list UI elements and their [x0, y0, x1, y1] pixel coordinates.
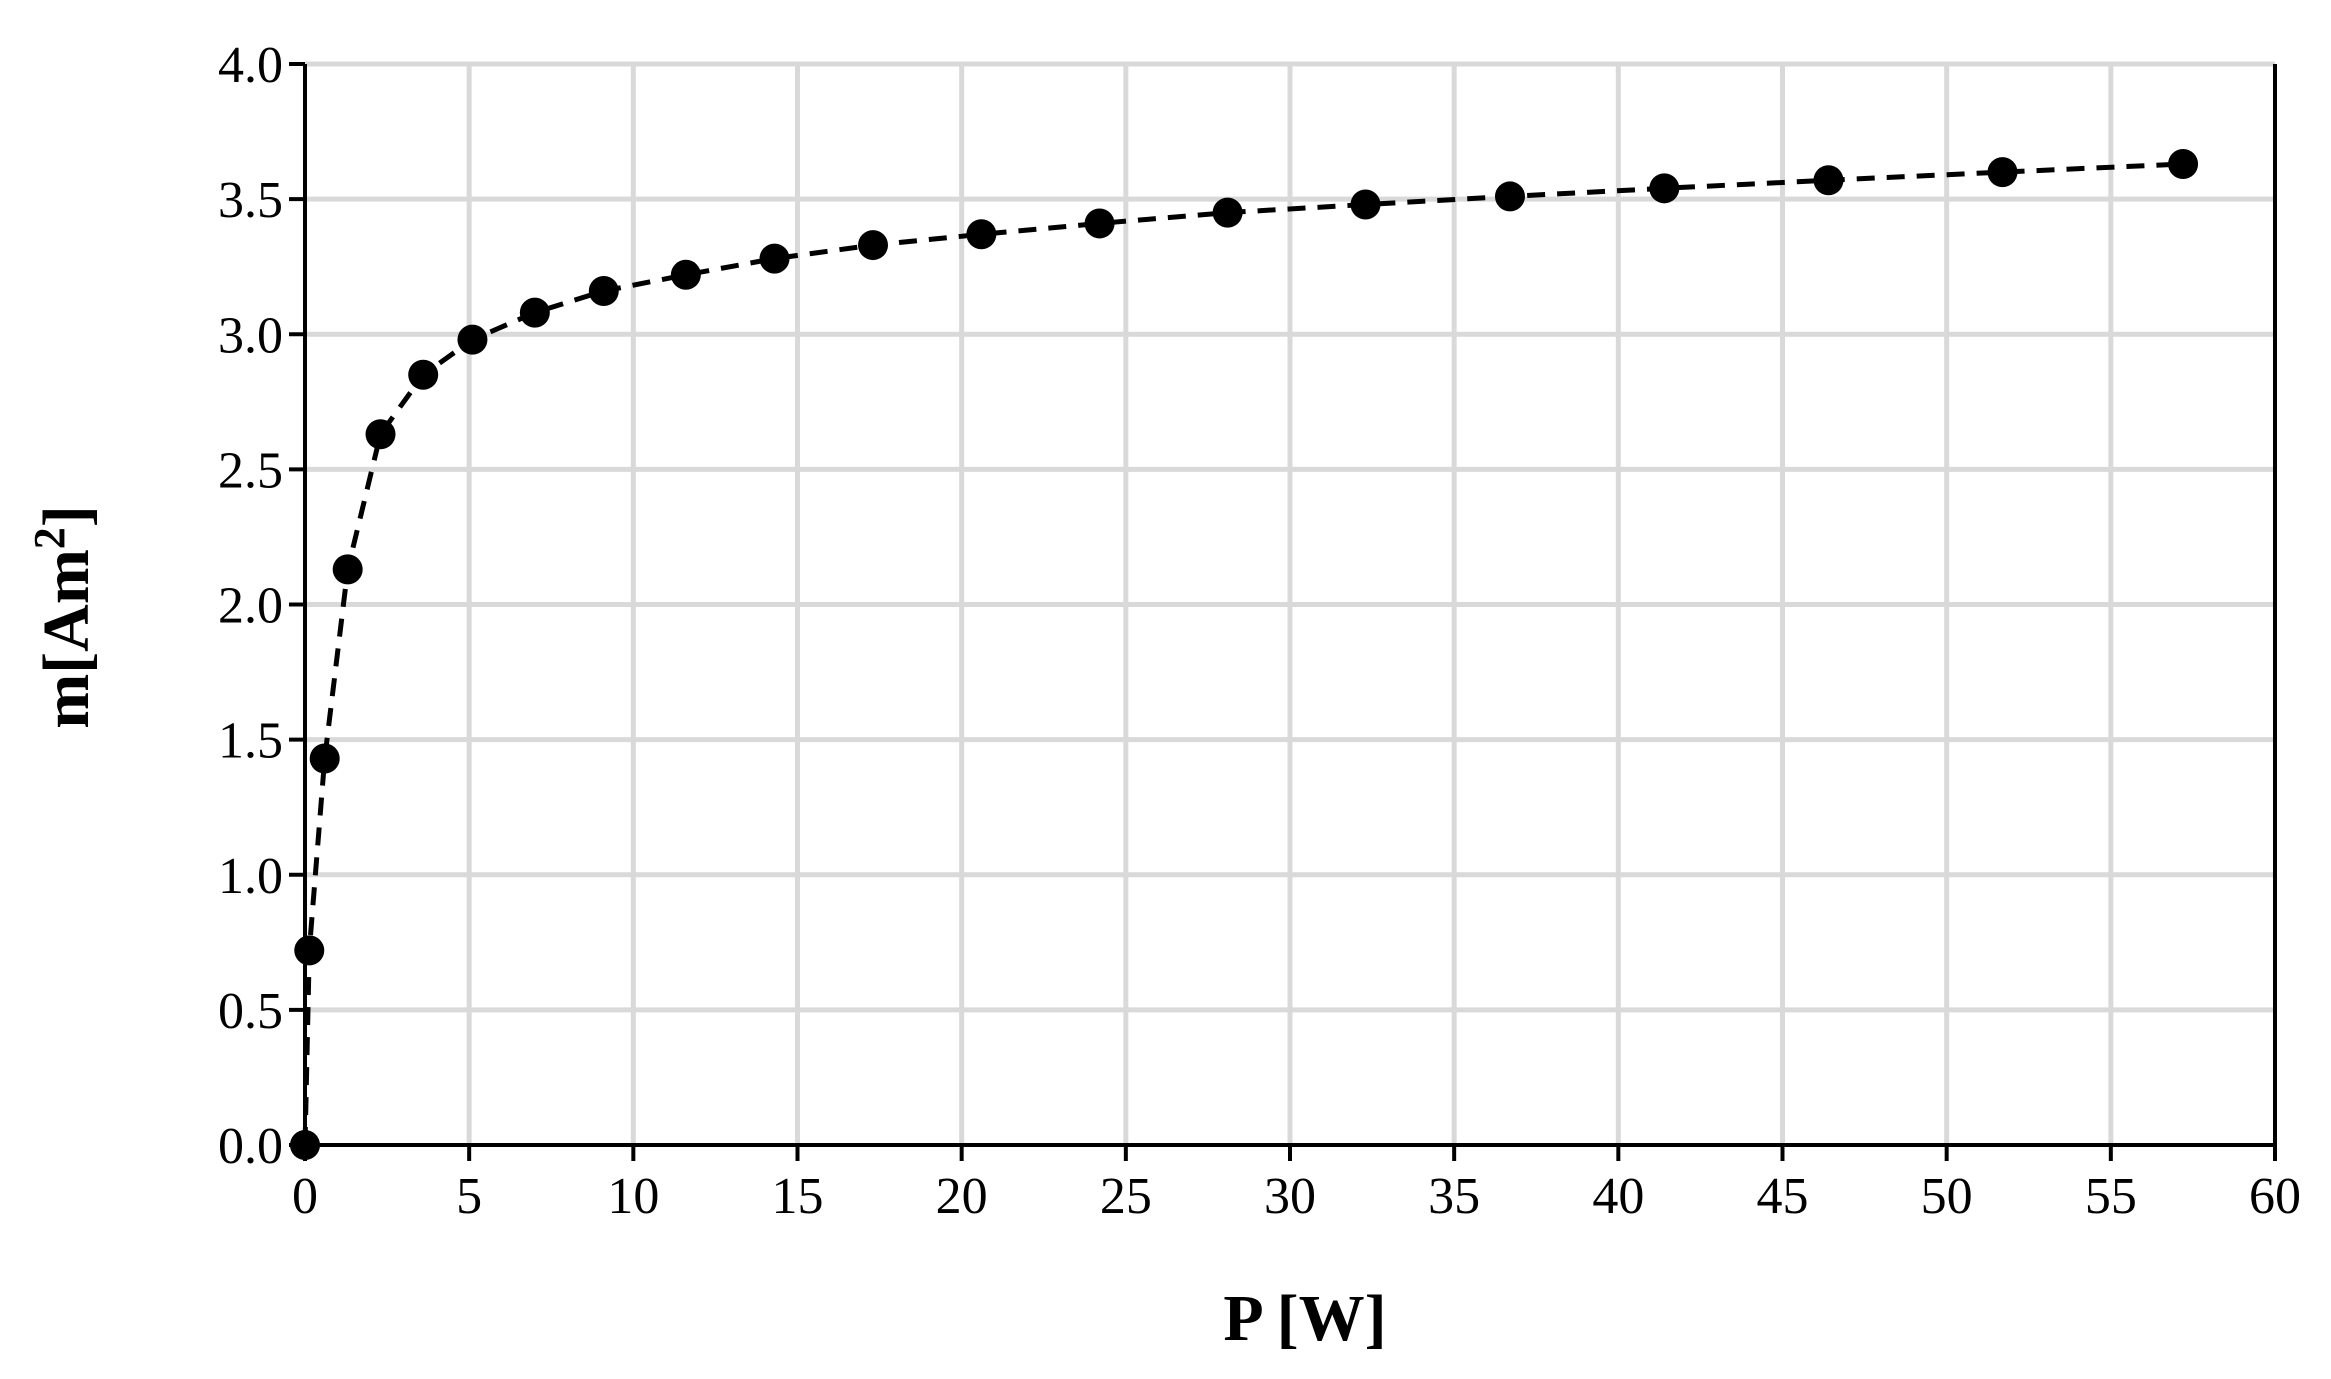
- data-point-9: [670, 259, 701, 290]
- y-axis-label-superscript: 2: [25, 527, 74, 549]
- y-axis-label-main: m[Am: [30, 549, 103, 729]
- x-tick-label-40: 40: [1592, 1168, 1644, 1225]
- y-tick-label-3.5: 3.5: [218, 172, 283, 229]
- x-tick-label-35: 35: [1428, 1168, 1480, 1225]
- y-tick-label-0.0: 0.0: [218, 1118, 283, 1175]
- y-tick-label-2.0: 2.0: [218, 578, 283, 635]
- x-axis-label: P [W]: [1223, 1282, 1386, 1355]
- data-point-18: [1813, 165, 1844, 196]
- x-tick-label-30: 30: [1264, 1168, 1316, 1225]
- y-axis-label-end: ]: [30, 505, 103, 527]
- data-point-3: [332, 554, 363, 585]
- grid: [305, 61, 2275, 1145]
- data-point-15: [1350, 189, 1381, 220]
- data-point-11: [858, 230, 889, 261]
- x-tick-label-0: 0: [292, 1168, 318, 1225]
- data-point-13: [1084, 208, 1115, 239]
- x-tick-label-5: 5: [456, 1168, 482, 1225]
- x-tick-label-60: 60: [2249, 1168, 2301, 1225]
- data-point-17: [1649, 173, 1680, 204]
- data-point-8: [588, 276, 619, 307]
- data-point-6: [457, 324, 488, 355]
- data-points: [290, 148, 2199, 1160]
- y-tick-label-1.0: 1.0: [218, 848, 283, 905]
- y-axis-label: m[Am2]: [25, 505, 103, 729]
- x-tick-label-15: 15: [772, 1168, 824, 1225]
- x-tick-label-20: 20: [936, 1168, 988, 1225]
- data-point-7: [519, 297, 550, 328]
- x-tick-label-25: 25: [1100, 1168, 1152, 1225]
- y-axis-ticks: 0.0 0.5 1.0 1.5 2.0 2.5 3.0 3.5 4.0: [218, 37, 305, 1175]
- data-point-2: [309, 743, 340, 774]
- y-tick-label-4.0: 4.0: [218, 37, 283, 94]
- x-tick-label-10: 10: [607, 1168, 659, 1225]
- data-point-16: [1494, 181, 1525, 212]
- data-point-5: [408, 359, 439, 390]
- x-tick-label-50: 50: [1921, 1168, 1973, 1225]
- data-point-20: [2168, 148, 2199, 179]
- data-point-12: [966, 219, 997, 250]
- x-tick-label-55: 55: [2085, 1168, 2137, 1225]
- data-point-4: [365, 419, 396, 450]
- y-tick-label-2.5: 2.5: [218, 442, 283, 499]
- data-point-19: [1987, 157, 2018, 188]
- data-point-0: [290, 1130, 320, 1160]
- y-tick-label-1.5: 1.5: [218, 713, 283, 770]
- y-tick-label-0.5: 0.5: [218, 983, 283, 1040]
- data-point-10: [759, 243, 790, 274]
- series-line: [302, 161, 2184, 1146]
- data-point-1: [294, 935, 325, 966]
- x-axis-ticks: 0 5 10 15 20 25 30 35 40 45 50 55 60: [292, 1145, 2301, 1225]
- x-tick-label-45: 45: [1757, 1168, 1809, 1225]
- data-point-14: [1212, 197, 1243, 228]
- y-tick-label-3.0: 3.0: [218, 307, 283, 364]
